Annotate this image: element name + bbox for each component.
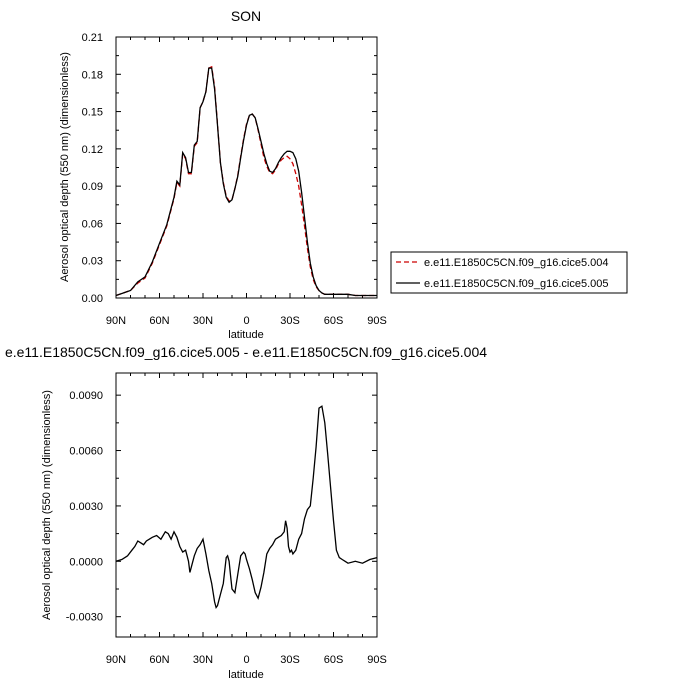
top-series-line-0	[115, 65, 377, 297]
top-x-tick-label: 30N	[193, 315, 213, 327]
bottom-y-tick-label: 0.0000	[69, 556, 103, 568]
top-y-tick-label: 0.06	[82, 218, 103, 230]
top-plot-frame	[115, 36, 378, 299]
top-x-tick-label: 60S	[324, 315, 344, 327]
top-x-tick-label: 60N	[149, 315, 169, 327]
top-x-tick-label: 0	[243, 315, 249, 327]
top-y-tick-label: 0.15	[82, 107, 103, 119]
bottom-x-tick-label: 30S	[280, 654, 300, 666]
top-y-tick-label: 0.18	[82, 69, 103, 81]
top-series-line-1	[115, 67, 377, 297]
top-y-tick-label: 0.00	[82, 293, 103, 305]
bottom-panel: e.e11.E1850C5CN.f09_g16.cice5.005 - e.e1…	[5, 344, 487, 681]
bottom-y-tick-label: 0.0030	[69, 501, 103, 513]
bottom-series-line-0	[115, 405, 378, 609]
top-y-tick-label: 0.12	[82, 144, 103, 156]
top-y-axis-title: Aerosol optical depth (550 nm) (dimensio…	[59, 52, 71, 282]
bottom-x-axis-title: latitude	[228, 669, 263, 681]
bottom-x-tick-label: 60N	[149, 654, 169, 666]
top-y-tick-label: 0.03	[82, 256, 103, 268]
bottom-x-tick-label: 90S	[367, 654, 387, 666]
top-y-tick-label: 0.09	[82, 181, 103, 193]
bottom-chart-title: e.e11.E1850C5CN.f09_g16.cice5.005 - e.e1…	[5, 344, 487, 360]
legend-box	[390, 251, 628, 294]
top-x-tick-label: 90N	[106, 315, 126, 327]
bottom-y-axis-title: Aerosol optical depth (550 nm) (dimensio…	[41, 390, 53, 620]
top-x-tick-label: 30S	[280, 315, 300, 327]
bottom-y-tick-label: 0.0060	[69, 446, 103, 458]
legend-label-004: e.e11.E1850C5CN.f09_g16.cice5.004	[424, 257, 609, 269]
top-y-tick-label: 0.21	[82, 32, 103, 44]
top-x-tick-label: 90S	[367, 315, 387, 327]
bottom-y-tick-label: 0.0090	[69, 390, 103, 402]
bottom-x-tick-label: 30N	[193, 654, 213, 666]
bottom-x-tick-label: 60S	[324, 654, 344, 666]
bottom-plot-frame	[115, 372, 378, 638]
bottom-x-tick-label: 90N	[106, 654, 126, 666]
legend-label-005: e.e11.E1850C5CN.f09_g16.cice5.005	[424, 278, 609, 290]
top-chart-title: SON	[231, 8, 261, 24]
legend: e.e11.E1850C5CN.f09_g16.cice5.004 e.e11.…	[390, 251, 628, 294]
top-panel: SON Aerosol optical depth (550 nm) (dime…	[59, 8, 387, 341]
bottom-y-tick-label: -0.0030	[66, 612, 103, 624]
bottom-x-tick-label: 0	[243, 654, 249, 666]
top-x-axis-title: latitude	[228, 329, 263, 341]
